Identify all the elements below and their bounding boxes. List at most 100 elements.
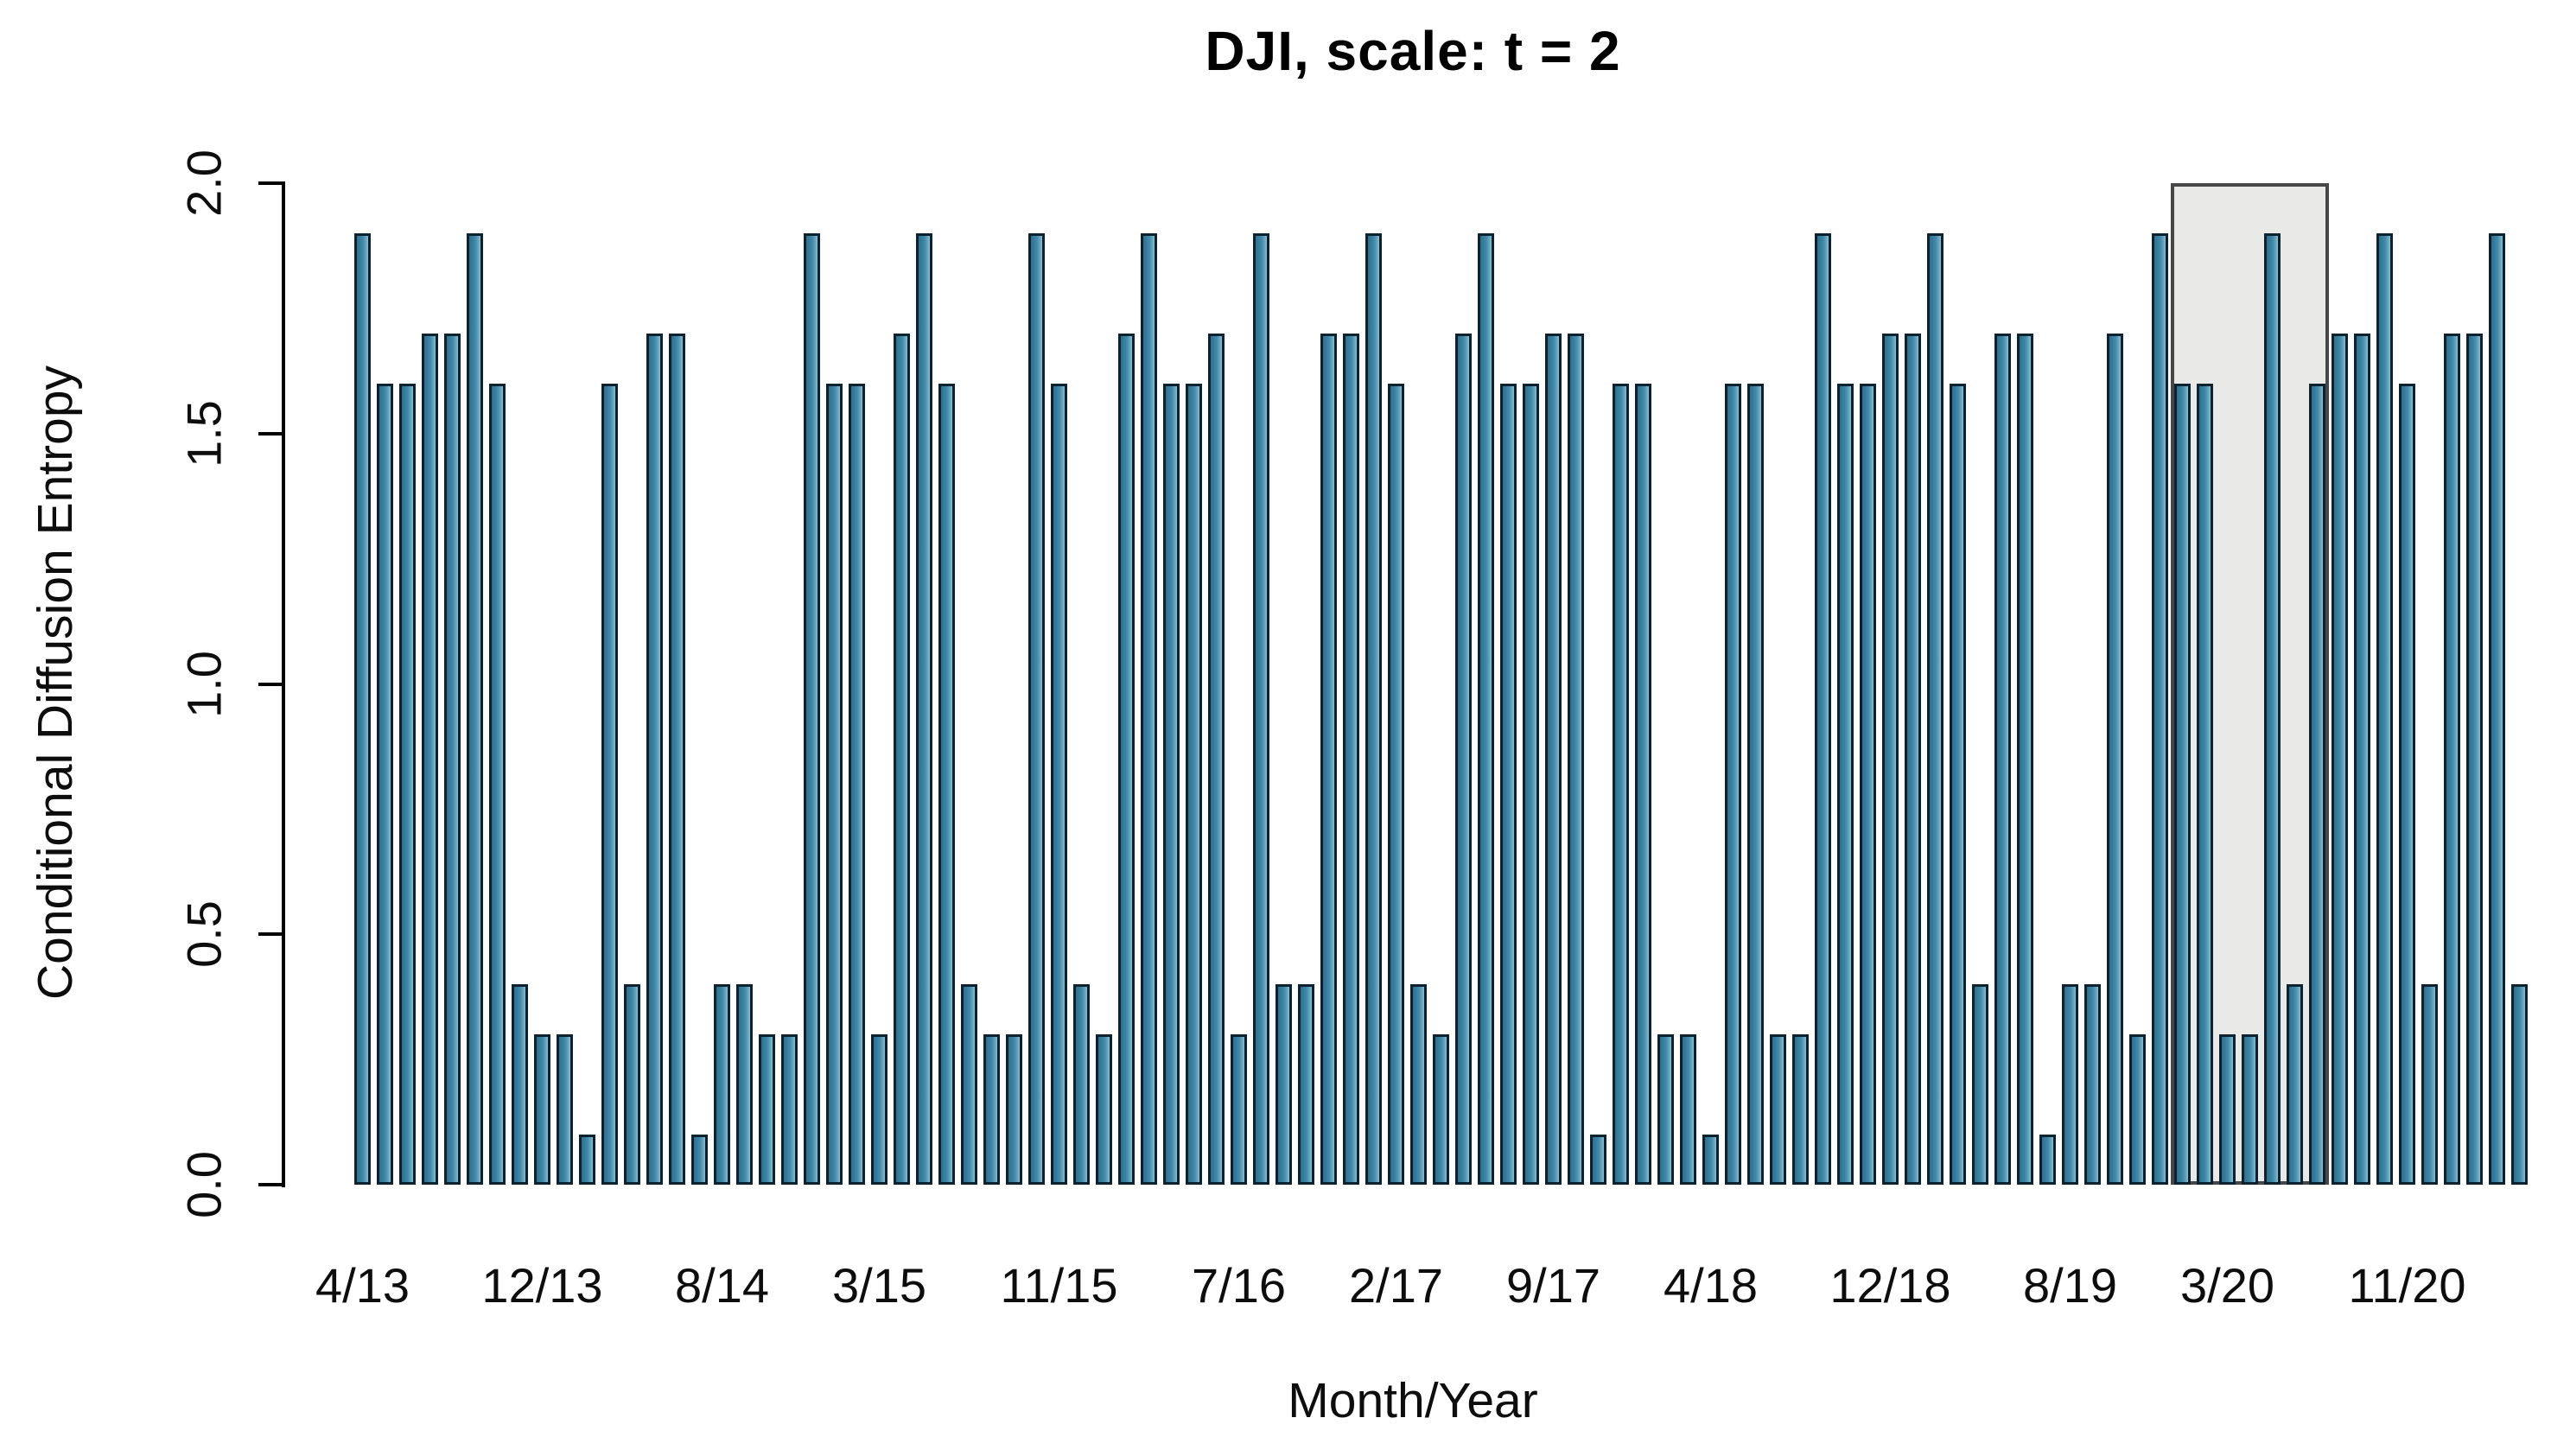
bar (1253, 232, 1269, 1185)
bar (1770, 1034, 1786, 1185)
bar (2354, 333, 2370, 1185)
x-tick-label: 11/15 (1000, 1258, 1118, 1313)
x-tick-label: 8/14 (675, 1258, 769, 1313)
y-axis-tick (258, 932, 282, 937)
bar (714, 984, 730, 1185)
bar (2039, 1135, 2056, 1185)
bar (2466, 333, 2483, 1185)
bar (512, 984, 528, 1185)
bar (1950, 383, 1966, 1185)
bar (849, 383, 865, 1185)
x-tick-label: 12/18 (1829, 1258, 1951, 1313)
bar (1118, 333, 1135, 1185)
bar (2152, 232, 2168, 1185)
bar (624, 984, 640, 1185)
bar (1051, 383, 1067, 1185)
bar (1320, 333, 1337, 1185)
y-axis-tick (258, 431, 282, 436)
bar (467, 232, 483, 1185)
y-tick-label: 2.0 (176, 149, 232, 217)
bar (669, 333, 685, 1185)
bar (2174, 383, 2191, 1185)
bar (691, 1135, 708, 1185)
bar (579, 1135, 595, 1185)
bar (1500, 383, 1517, 1185)
bar (1006, 1034, 1022, 1185)
bar (2264, 232, 2281, 1185)
bar (354, 232, 371, 1185)
bar (1972, 984, 1988, 1185)
y-axis-line (282, 181, 285, 1187)
bar (2107, 333, 2123, 1185)
bar (2444, 333, 2460, 1185)
bar (2421, 984, 2438, 1185)
x-tick-label: 2/17 (1349, 1258, 1443, 1313)
x-tick-label: 9/17 (1506, 1258, 1600, 1313)
bar (399, 383, 416, 1185)
bar (804, 232, 820, 1185)
bar (1815, 232, 1831, 1185)
x-tick-label: 12/13 (481, 1258, 603, 1313)
bar (1568, 333, 1584, 1185)
bar (2062, 984, 2078, 1185)
bar (781, 1034, 798, 1185)
bar (1882, 333, 1899, 1185)
bar (1523, 383, 1539, 1185)
bar (444, 333, 461, 1185)
bar (1096, 1034, 1112, 1185)
bar (1545, 333, 1562, 1185)
bar (1365, 232, 1382, 1185)
bar (916, 232, 932, 1185)
bar (1276, 984, 1292, 1185)
bar (1298, 984, 1314, 1185)
bar (983, 1034, 1000, 1185)
bar (1927, 232, 1943, 1185)
bar (2332, 333, 2348, 1185)
bar (1343, 333, 1359, 1185)
bar (2309, 383, 2325, 1185)
bar (422, 333, 438, 1185)
y-axis-title: Conditional Diffusion Entropy (28, 365, 83, 1001)
bar (1837, 383, 1854, 1185)
bar (1433, 1034, 1449, 1185)
y-tick-label: 0.5 (176, 900, 232, 969)
y-axis-tick (258, 1183, 282, 1186)
x-axis-title: Month/Year (1288, 1373, 1538, 1428)
bar (826, 383, 843, 1185)
bar (1028, 232, 1045, 1185)
bar (1702, 1135, 1719, 1185)
bar (1860, 383, 1876, 1185)
bar (2129, 1034, 2146, 1185)
bar (1747, 383, 1764, 1185)
bar (1792, 1034, 1809, 1185)
bar (2219, 1034, 2236, 1185)
bar (2489, 232, 2505, 1185)
bar (2197, 383, 2213, 1185)
bar (1725, 383, 1741, 1185)
chart-title: DJI, scale: t = 2 (1205, 20, 1621, 82)
bar (1141, 232, 1157, 1185)
bar (534, 1034, 550, 1185)
x-tick-label: 4/18 (1664, 1258, 1758, 1313)
bar (1163, 383, 1180, 1185)
y-tick-label: 0.0 (176, 1151, 232, 1218)
bar (1410, 984, 1427, 1185)
bar (2511, 984, 2528, 1185)
bar (736, 984, 753, 1185)
bar (1590, 1135, 1606, 1185)
x-tick-label: 7/16 (1192, 1258, 1286, 1313)
bar (1994, 333, 2011, 1185)
bar (377, 383, 393, 1185)
bar (489, 383, 506, 1185)
bar (2084, 984, 2101, 1185)
x-tick-label: 3/20 (2180, 1258, 2274, 1313)
bar (601, 383, 618, 1185)
y-axis-tick (258, 682, 282, 686)
bar (2017, 333, 2033, 1185)
bar (1905, 333, 1921, 1185)
bar (1680, 1034, 1696, 1185)
y-axis-tick (258, 181, 282, 185)
bar (1478, 232, 1494, 1185)
bar (1657, 1034, 1674, 1185)
